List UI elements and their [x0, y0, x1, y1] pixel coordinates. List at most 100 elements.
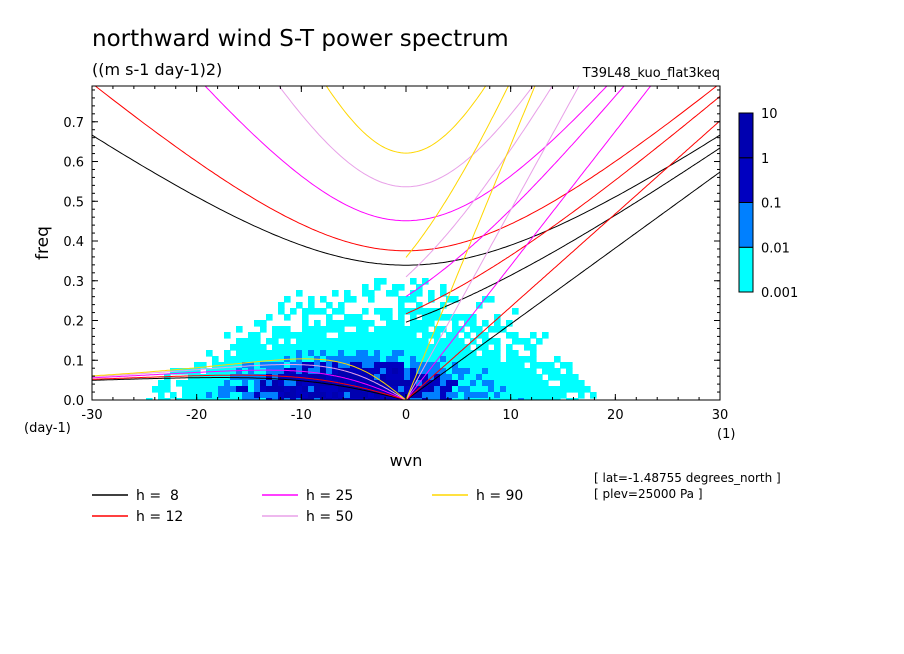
colorbar-label: 10: [761, 107, 778, 122]
legend-label: h = 25: [306, 488, 353, 504]
spectrum-cell: [368, 320, 375, 327]
spectrum-cell: [302, 326, 309, 333]
spectrum-cell: [314, 380, 321, 387]
spectrum-cell: [434, 308, 441, 315]
spectrum-cell: [164, 398, 171, 400]
spectrum-cell: [296, 386, 303, 393]
spectrum-cell: [284, 380, 291, 387]
spectrum-cell: [470, 368, 477, 375]
spectrum-cell: [536, 380, 543, 387]
spectrum-cell: [368, 386, 375, 393]
spectrum-cell: [476, 374, 483, 381]
spectrum-cell: [368, 374, 375, 381]
spectrum-cell: [272, 332, 279, 339]
spectrum-cell: [284, 344, 291, 351]
spectrum-cell: [452, 392, 459, 399]
spectrum-cell: [314, 362, 321, 369]
spectrum-cell: [398, 362, 405, 369]
spectrum-cell: [380, 338, 387, 345]
spectrum-cell: [194, 386, 201, 393]
y-tick-label: 0.7: [63, 116, 84, 131]
spectrum-cell: [476, 362, 483, 369]
spectrum-cell: [494, 392, 501, 399]
spectrum-cell: [284, 368, 291, 375]
spectrum-cell: [524, 344, 531, 351]
dispersion-curve: [405, 86, 652, 400]
spectrum-cell: [542, 332, 549, 339]
spectrum-cell: [362, 386, 369, 393]
spectrum-cell: [362, 308, 369, 315]
spectrum-cell: [482, 374, 489, 381]
spectrum-cell: [194, 362, 201, 369]
spectrum-cell: [332, 338, 339, 345]
spectrum-cell: [266, 386, 273, 393]
spectrum-cell: [440, 368, 447, 375]
dispersion-curve: [405, 86, 580, 400]
spectrum-cell: [392, 344, 399, 351]
spectrum-cell: [338, 308, 345, 315]
spectrum-cell: [404, 356, 411, 363]
spectrum-cell: [392, 326, 399, 333]
x-axis-unit: (1): [717, 427, 735, 442]
spectrum-cell: [224, 356, 231, 363]
spectrum-cell: [476, 380, 483, 387]
spectrum-cell: [452, 326, 459, 333]
spectrum-cell: [560, 386, 567, 393]
spectrum-cell: [548, 362, 555, 369]
spectrum-cell: [296, 398, 303, 400]
spectrum-cell: [242, 386, 249, 393]
spectrum-cell: [488, 338, 495, 345]
spectrum-cell: [188, 392, 195, 399]
spectrum-cell: [326, 398, 333, 400]
spectrum-cell: [434, 344, 441, 351]
dispersion-curve: [92, 364, 407, 400]
spectrum-cell: [566, 374, 573, 381]
spectrum-cell: [506, 380, 513, 387]
dispersion-curve: [92, 358, 407, 400]
spectrum-cell: [470, 386, 477, 393]
spectrum-cell: [512, 356, 519, 363]
spectrum-cell: [380, 350, 387, 357]
spectrum-cell: [410, 320, 417, 327]
spectrum-cell: [206, 398, 213, 400]
spectrum-cell: [536, 398, 543, 400]
spectrum-cell: [416, 362, 423, 369]
spectrum-cell: [572, 380, 579, 387]
spectrum-cell: [488, 398, 495, 400]
spectrum-cell: [254, 350, 261, 357]
spectrum-cell: [554, 374, 561, 381]
colorbar-swatch: [738, 202, 754, 248]
spectrum-cell: [368, 398, 375, 400]
spectrum-cell: [380, 344, 387, 351]
spectrum-cell: [398, 344, 405, 351]
spectrum-cell: [362, 338, 369, 345]
spectrum-cell: [428, 314, 435, 321]
spectrum-cell: [500, 368, 507, 375]
spectrum-cell: [494, 338, 501, 345]
spectrum-cell: [182, 392, 189, 399]
spectrum-cell: [416, 302, 423, 309]
dispersion-curve: [92, 134, 720, 266]
spectrum-cell: [170, 392, 177, 399]
spectrum-cell: [308, 368, 315, 375]
spectrum-cell: [272, 362, 279, 369]
spectrum-cell: [272, 326, 279, 333]
spectrum-cell: [350, 392, 357, 399]
spectrum-cell: [518, 380, 525, 387]
spectrum-cell: [308, 374, 315, 381]
spectrum-cell: [410, 344, 417, 351]
spectrum-cell: [512, 362, 519, 369]
spectrum-cell: [476, 398, 483, 400]
spectrum-cell: [464, 320, 471, 327]
spectrum-cell: [380, 368, 387, 375]
spectrum-cell: [548, 392, 555, 399]
x-tick-label: 30: [712, 408, 729, 423]
spectrum-cell: [500, 380, 507, 387]
y-axis-label: freq: [33, 226, 53, 260]
spectrum-cell: [260, 392, 267, 399]
spectrum-cell: [278, 368, 285, 375]
spectrum-cell: [392, 290, 399, 297]
spectrum-cell: [398, 326, 405, 333]
spectrum-cell: [176, 380, 183, 387]
spectrum-cell: [272, 386, 279, 393]
